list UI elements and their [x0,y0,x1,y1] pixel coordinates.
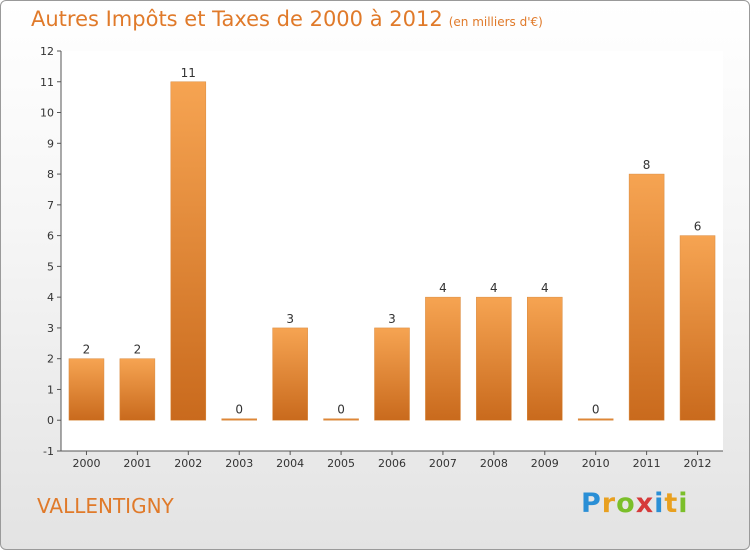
y-tick-label: 12 [40,45,54,58]
y-tick-label: 6 [47,230,54,243]
x-tick-label: 2002 [174,457,202,470]
data-label: 4 [541,281,549,295]
y-tick-label: 11 [40,76,54,89]
logo-letter: t [664,488,679,519]
x-tick-label: 2005 [327,457,355,470]
bar [68,358,105,421]
x-tick-label: 2001 [123,457,151,470]
chart-title: Autres Impôts et Taxes de 2000 à 2012 (en… [31,7,543,31]
x-tick-label: 2009 [531,457,559,470]
bar [527,296,563,421]
proxiti-logo: Proxiti [581,488,689,519]
bar [476,296,512,421]
logo-letter: x [635,488,655,519]
bar [679,235,716,421]
bar [425,296,461,421]
y-tick-label: 5 [47,260,54,273]
y-tick-label: 7 [47,199,54,212]
data-label: 3 [388,312,396,326]
data-label: 4 [490,281,498,295]
logo-letter: P [581,488,602,519]
y-tick-label: 0 [47,414,54,427]
x-tick-label: 2010 [582,457,610,470]
x-tick-label: 2003 [225,457,253,470]
data-label: 0 [337,403,345,417]
data-label: 2 [134,343,142,357]
bar [323,418,359,421]
logo-letter: i [654,488,665,519]
y-tick-label: 10 [40,107,54,120]
data-label: 4 [439,281,447,295]
x-tick-label: 2004 [276,457,304,470]
y-tick-label: 1 [47,383,54,396]
y-tick-label: 9 [47,137,54,150]
data-label: 3 [286,312,294,326]
data-label: 8 [643,158,651,172]
y-tick-label: 2 [47,353,54,366]
data-label: 6 [694,220,702,234]
bar [577,418,614,421]
x-tick-label: 2007 [429,457,457,470]
bar [221,418,257,421]
data-label: 0 [592,403,600,417]
commune-name: VALLENTIGNY [37,494,174,518]
chart-title-text: Autres Impôts et Taxes de 2000 à 2012 [31,7,443,31]
data-label: 2 [83,343,91,357]
bar [119,358,156,421]
chart-subtitle: (en milliers d'€) [448,15,543,29]
y-tick-label: 8 [47,168,54,181]
bar [374,327,410,421]
bar [628,173,665,421]
x-tick-label: 2006 [378,457,406,470]
bar [170,81,207,421]
x-tick-label: 2012 [684,457,712,470]
y-tick-label: 4 [47,291,54,304]
x-tick-label: 2008 [480,457,508,470]
y-tick-label: -1 [43,445,54,458]
logo-letter: o [616,488,636,519]
x-tick-label: 2011 [633,457,661,470]
y-tick-label: 3 [47,322,54,335]
x-tick-label: 2000 [72,457,100,470]
data-label: 11 [181,66,196,80]
logo-letter: i [678,488,689,519]
data-label: 0 [235,403,243,417]
bar [272,327,308,421]
logo-letter: r [601,488,617,519]
